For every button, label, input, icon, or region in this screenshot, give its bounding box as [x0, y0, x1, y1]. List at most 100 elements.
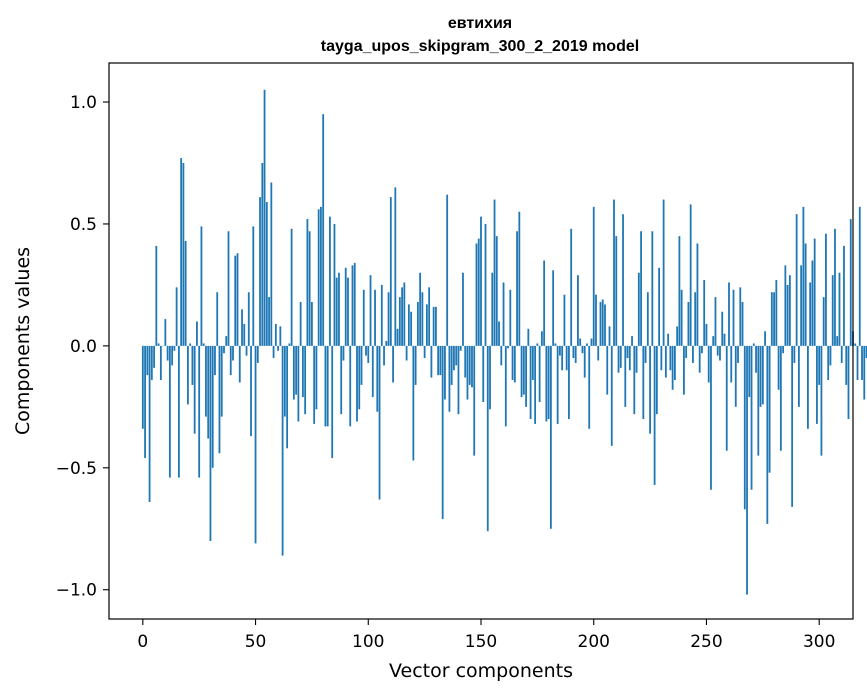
- bar: [371, 345, 374, 398]
- bar: [211, 345, 214, 468]
- bar: [619, 345, 622, 368]
- bar: [202, 343, 205, 346]
- bar: [698, 345, 701, 373]
- bar: [723, 333, 726, 346]
- bar: [671, 345, 674, 390]
- bar: [274, 323, 277, 346]
- bar: [561, 345, 564, 371]
- bar: [168, 345, 171, 478]
- bar: [534, 345, 537, 424]
- bar: [825, 233, 827, 346]
- bar: [412, 345, 415, 461]
- bar: [849, 219, 852, 346]
- bar: [696, 243, 699, 346]
- bar: [599, 301, 602, 346]
- bar: [462, 272, 464, 346]
- bar: [592, 206, 595, 346]
- bar: [435, 306, 437, 346]
- bar: [407, 304, 410, 346]
- bar: [450, 345, 453, 385]
- bar: [342, 345, 345, 361]
- bar: [444, 345, 446, 400]
- bar: [710, 345, 712, 490]
- bar: [795, 214, 798, 346]
- bar: [570, 228, 573, 346]
- y-tick-label: −1.0: [56, 581, 97, 601]
- bar: [421, 292, 424, 346]
- bar: [344, 267, 347, 346]
- bar: [766, 345, 769, 524]
- bar: [164, 319, 167, 346]
- bar: [676, 326, 679, 346]
- bar: [153, 345, 155, 368]
- bar: [141, 345, 144, 429]
- bar: [268, 297, 270, 346]
- bar: [707, 345, 710, 383]
- bar: [439, 345, 442, 376]
- bar: [858, 206, 861, 346]
- bar: [378, 345, 381, 500]
- bar: [759, 345, 762, 407]
- bar: [741, 301, 744, 346]
- bar: [840, 345, 843, 363]
- bar: [171, 345, 174, 366]
- bar: [340, 345, 343, 415]
- bar: [556, 345, 559, 424]
- bar: [193, 345, 196, 434]
- bar: [362, 289, 365, 346]
- bar: [590, 338, 593, 346]
- bar: [207, 345, 210, 439]
- bar: [673, 345, 676, 381]
- bar: [597, 345, 600, 361]
- bar: [468, 345, 471, 385]
- bar: [360, 345, 363, 385]
- bar: [416, 301, 419, 346]
- x-axis-ticks: 0 50 100 150 200 250 300: [137, 619, 835, 652]
- bar: [430, 345, 433, 378]
- bar: [631, 336, 633, 346]
- bar: [651, 231, 654, 346]
- bar: [642, 345, 645, 420]
- bar: [863, 345, 866, 400]
- bar: [793, 345, 796, 363]
- y-axis-ticks: −1.0 −0.5 0.0 0.5 1.0: [56, 93, 109, 601]
- bar: [448, 345, 451, 412]
- bar: [189, 343, 192, 346]
- bar: [511, 345, 514, 381]
- bar: [403, 282, 406, 346]
- bar: [847, 345, 850, 420]
- bar: [180, 158, 183, 346]
- bar: [146, 345, 149, 376]
- bar: [572, 345, 575, 359]
- bar: [159, 345, 162, 381]
- bar: [854, 343, 857, 346]
- bar: [270, 182, 273, 346]
- bar: [144, 345, 146, 459]
- bar: [739, 287, 742, 346]
- bar: [750, 345, 753, 490]
- bar: [755, 345, 757, 373]
- bar: [610, 345, 613, 446]
- bar: [177, 345, 180, 478]
- bar: [229, 345, 232, 376]
- bar: [764, 331, 766, 346]
- bar: [646, 292, 649, 346]
- x-tick-label: 300: [803, 632, 835, 652]
- bar: [820, 345, 823, 456]
- bar: [277, 345, 279, 351]
- bar: [385, 341, 388, 346]
- bar: [423, 345, 426, 359]
- bar: [464, 345, 467, 378]
- bar: [547, 345, 550, 420]
- bar: [549, 345, 552, 529]
- bar: [317, 209, 320, 346]
- bar: [579, 338, 582, 346]
- bar: [838, 272, 841, 346]
- chart-title: евтихия: [448, 15, 512, 32]
- bar: [254, 345, 257, 544]
- bar: [604, 304, 606, 346]
- bar: [322, 114, 325, 346]
- x-tick-label: 100: [352, 632, 384, 652]
- bar: [281, 345, 284, 556]
